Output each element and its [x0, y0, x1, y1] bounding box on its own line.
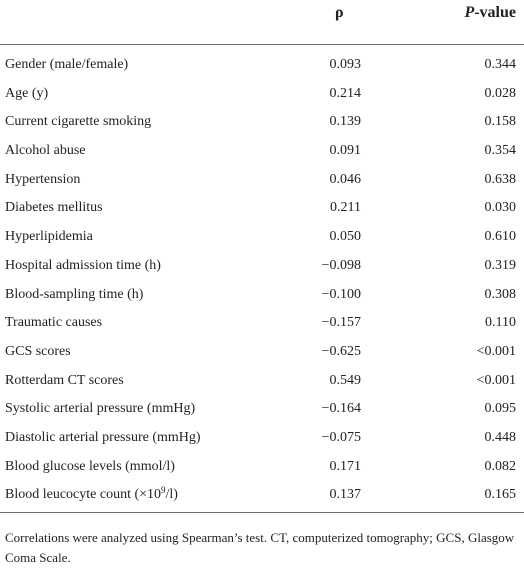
table-row: Systolic arterial pressure (mmHg) −0.164 0…: [0, 395, 524, 424]
rho-cell: 0.046: [329, 171, 362, 187]
rho-cell: 0.050: [329, 229, 362, 245]
variable-cell: Hyperlipidemia: [5, 229, 93, 245]
variable-cell: Hospital admission time (h): [5, 257, 161, 273]
variable-cell: Rotterdam CT scores: [5, 372, 124, 388]
bottom-rule: [0, 512, 524, 513]
rho-cell: −0.157: [321, 315, 361, 331]
variable-cell: Diabetes mellitus: [5, 200, 103, 216]
rho-cell: 0.214: [329, 85, 362, 101]
table-row: Blood glucose levels (mmol/l) 0.171 0.082: [0, 453, 524, 482]
variable-cell: Hypertension: [5, 171, 81, 187]
table-header: ρ P-value: [0, 0, 524, 44]
variable-prefix: Blood leucocyte count (×10: [5, 487, 162, 503]
header-p-italic: P: [464, 4, 475, 21]
table-row: Age (y) 0.214 0.028: [0, 80, 524, 109]
header-rule: [0, 44, 524, 45]
rho-cell: 0.091: [329, 143, 362, 159]
p-value-cell: 0.448: [484, 429, 517, 445]
variable-cell: GCS scores: [5, 343, 71, 359]
p-value-cell: 0.028: [484, 85, 517, 101]
table-body: Gender (male/female) 0.093 0.344 Age (y) 0.…: [0, 51, 524, 510]
table-row: Traumatic causes −0.157 0.110: [0, 309, 524, 338]
rho-cell: 0.549: [329, 372, 362, 388]
variable-cell: Systolic arterial pressure (mmHg): [5, 401, 196, 417]
rho-cell: −0.075: [321, 429, 361, 445]
rho-cell: 0.093: [329, 57, 362, 72]
table-row: Hyperlipidemia 0.050 0.610: [0, 223, 524, 252]
rho-cell: −0.098: [321, 257, 361, 273]
table-row: Alcohol abuse 0.091 0.354: [0, 137, 524, 166]
rho-cell: −0.625: [321, 343, 361, 359]
variable-cell: Blood glucose levels (mmol/l): [5, 458, 175, 474]
rho-cell: 0.137: [329, 487, 362, 503]
variable-cell: Age (y): [5, 85, 49, 101]
p-value-cell: 0.354: [484, 143, 517, 159]
rho-cell: −0.100: [321, 286, 361, 302]
rho-cell: 0.171: [329, 458, 362, 474]
table-row: GCS scores −0.625 <0.001: [0, 338, 524, 367]
variable-suffix: /l): [165, 487, 178, 503]
table-row: Rotterdam CT scores 0.549 <0.001: [0, 367, 524, 396]
table-row: Blood-sampling time (h) −0.100 0.308: [0, 281, 524, 310]
variable-cell: Current cigarette smoking: [5, 114, 152, 130]
header-p-suffix: -value: [474, 4, 516, 21]
variable-cell: Blood leucocyte count (×109/l): [5, 481, 178, 510]
p-value-cell: 0.158: [484, 114, 517, 130]
table-row: Diastolic arterial pressure (mmHg) −0.075…: [0, 424, 524, 453]
rho-cell: 0.139: [329, 114, 362, 130]
p-value-cell: 0.082: [484, 458, 517, 474]
p-value-cell: 0.308: [484, 286, 517, 302]
p-value-cell: 0.110: [485, 315, 516, 331]
variable-cell: Blood-sampling time (h): [5, 286, 144, 302]
p-value-cell: 0.610: [484, 229, 517, 245]
p-value-cell: <0.001: [476, 343, 516, 359]
p-value-cell: 0.030: [484, 200, 517, 216]
p-value-cell: 0.344: [484, 57, 517, 72]
variable-cell: Traumatic causes: [5, 315, 103, 331]
table-row: Hospital admission time (h) −0.098 0.319: [0, 252, 524, 281]
p-value-cell: 0.319: [484, 257, 517, 273]
variable-cell: Gender (male/female): [5, 57, 129, 72]
variable-superscript: 9: [161, 485, 166, 496]
rho-cell: 0.211: [330, 200, 361, 216]
header-rho: ρ: [335, 4, 344, 21]
variable-cell: Diastolic arterial pressure (mmHg): [5, 429, 201, 445]
table-row: Current cigarette smoking 0.139 0.158: [0, 108, 524, 137]
p-value-cell: 0.095: [484, 401, 517, 417]
table-row: Blood leucocyte count (×109/l) 0.137 0.165: [0, 481, 524, 510]
table-footnote: Correlations were analyzed using Spearma…: [5, 530, 515, 565]
table-row: Hypertension 0.046 0.638: [0, 166, 524, 195]
table-row: Diabetes mellitus 0.211 0.030: [0, 194, 524, 223]
rho-cell: −0.164: [321, 401, 361, 417]
p-value-cell: 0.165: [484, 487, 517, 503]
variable-cell: Alcohol abuse: [5, 143, 86, 159]
p-value-cell: 0.638: [484, 171, 517, 187]
p-value-cell: <0.001: [476, 372, 516, 388]
header-p-value: P-value: [464, 4, 516, 22]
table-row: Gender (male/female) 0.093 0.344: [0, 51, 524, 80]
